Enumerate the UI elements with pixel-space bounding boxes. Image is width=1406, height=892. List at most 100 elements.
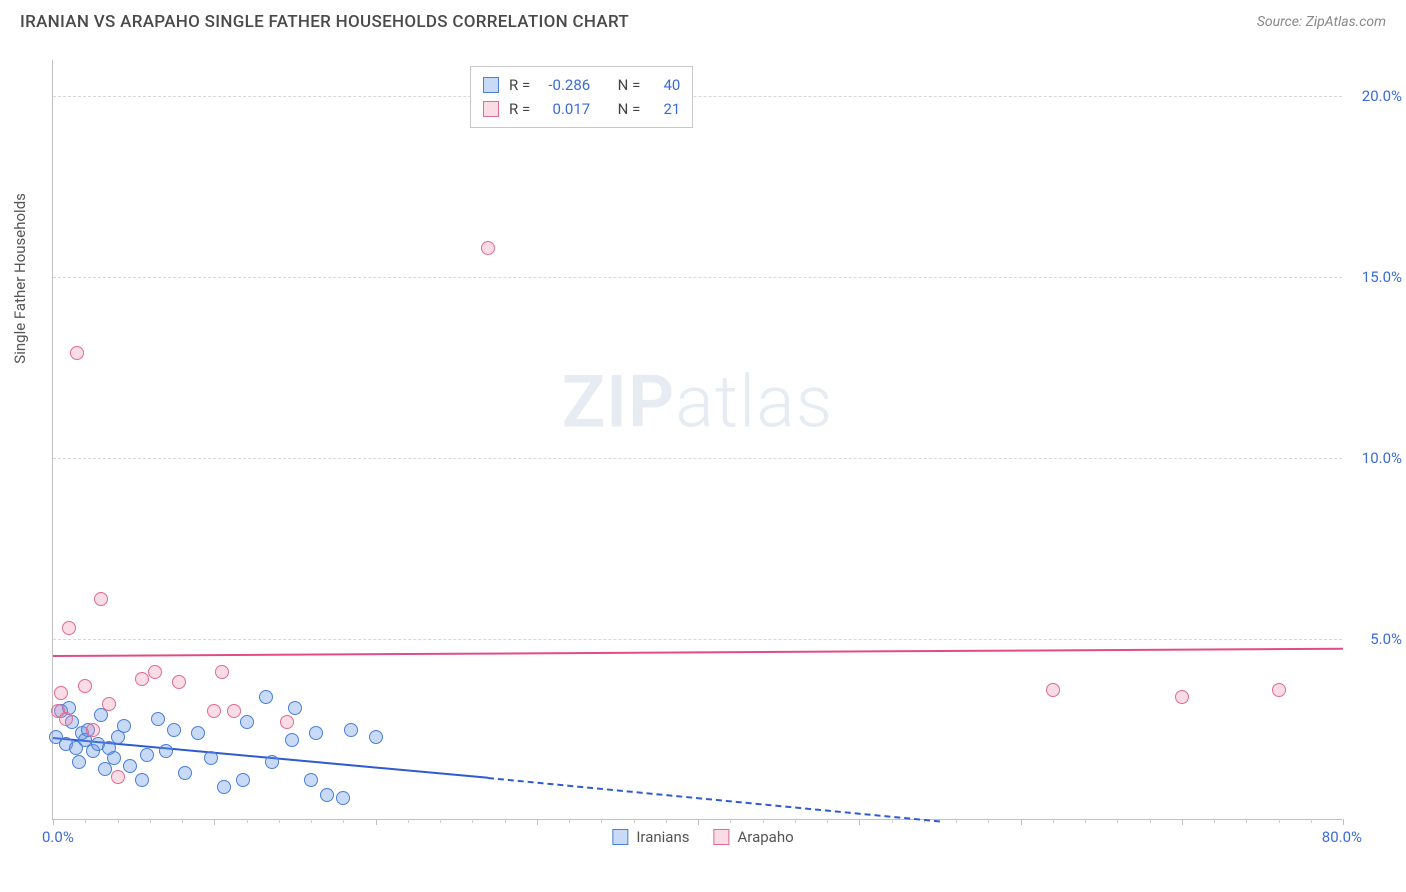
data-point (320, 788, 334, 802)
legend-item: Arapaho (714, 828, 794, 846)
legend-item: Iranians (612, 828, 689, 846)
x-tick (53, 819, 54, 825)
x-minor-tick (1085, 819, 1086, 823)
x-minor-tick (118, 819, 119, 823)
data-point (288, 701, 302, 715)
x-tick (1021, 819, 1022, 825)
data-point (78, 679, 92, 693)
data-point (135, 773, 149, 787)
data-point (236, 773, 250, 787)
y-tick-label: 20.0% (1347, 87, 1402, 105)
x-minor-tick (1214, 819, 1215, 823)
data-point (98, 762, 112, 776)
data-point (1272, 683, 1286, 697)
x-minor-tick (182, 819, 183, 823)
data-point (107, 751, 121, 765)
watermark: ZIPatlas (562, 359, 834, 444)
x-minor-tick (1150, 819, 1151, 823)
data-point (86, 723, 100, 737)
data-point (309, 726, 323, 740)
data-point (148, 665, 162, 679)
x-minor-tick (569, 819, 570, 823)
data-point (111, 770, 125, 784)
x-minor-tick (601, 819, 602, 823)
data-point (1046, 683, 1060, 697)
x-tick (698, 819, 699, 825)
data-point (123, 759, 137, 773)
data-point (54, 686, 68, 700)
gridline (53, 639, 1342, 640)
stat-n-label: N = (618, 97, 641, 121)
data-point (215, 665, 229, 679)
stat-n-value: 40 (650, 73, 680, 97)
stats-legend-row: R = 0.017 N = 21 (483, 97, 680, 121)
x-tick (376, 819, 377, 825)
stats-legend: R = -0.286 N = 40R = 0.017 N = 21 (470, 66, 693, 128)
data-point (102, 697, 116, 711)
x-tick (537, 819, 538, 825)
x-minor-tick (1246, 819, 1247, 823)
x-minor-tick (1117, 819, 1118, 823)
chart-title: IRANIAN VS ARAPAHO SINGLE FATHER HOUSEHO… (20, 12, 629, 32)
x-minor-tick (85, 819, 86, 823)
x-minor-tick (279, 819, 280, 823)
trend-line (53, 648, 1343, 657)
stat-r-label: R = (509, 73, 530, 97)
data-point (70, 346, 84, 360)
data-point (304, 773, 318, 787)
y-tick-label: 5.0% (1347, 630, 1402, 648)
data-point (94, 592, 108, 606)
data-point (481, 241, 495, 255)
data-point (191, 726, 205, 740)
data-point (151, 712, 165, 726)
y-axis-title: Single Father Households (11, 193, 29, 364)
x-minor-tick (892, 819, 893, 823)
data-point (259, 690, 273, 704)
chart-source: Source: ZipAtlas.com (1257, 14, 1386, 30)
x-minor-tick (763, 819, 764, 823)
x-tick (1182, 819, 1183, 825)
x-minor-tick (666, 819, 667, 823)
series-legend: Iranians Arapaho (612, 828, 793, 846)
x-tick (1343, 819, 1344, 825)
stats-legend-row: R =-0.286 N =40 (483, 73, 680, 97)
data-point (336, 791, 350, 805)
stat-r-value: 0.017 (540, 97, 590, 121)
data-point (62, 621, 76, 635)
data-point (240, 715, 254, 729)
x-minor-tick (956, 819, 957, 823)
x-minor-tick (311, 819, 312, 823)
x-minor-tick (408, 819, 409, 823)
x-minor-tick (795, 819, 796, 823)
watermark-bold: ZIP (562, 359, 675, 444)
x-minor-tick (247, 819, 248, 823)
chart-plot-area: ZIPatlas 5.0%10.0%15.0%20.0% (52, 60, 1342, 820)
data-point (285, 733, 299, 747)
data-point (217, 780, 231, 794)
chart-header: IRANIAN VS ARAPAHO SINGLE FATHER HOUSEHO… (0, 0, 1406, 40)
x-minor-tick (150, 819, 151, 823)
stat-n-value: 21 (650, 97, 680, 121)
data-point (117, 719, 131, 733)
x-minor-tick (1053, 819, 1054, 823)
gridline (53, 277, 1342, 278)
x-minor-tick (634, 819, 635, 823)
source-prefix: Source: (1257, 14, 1306, 30)
data-point (280, 715, 294, 729)
x-minor-tick (988, 819, 989, 823)
x-minor-tick (827, 819, 828, 823)
data-point (369, 730, 383, 744)
legend-label: Arapaho (738, 828, 794, 846)
gridline (53, 96, 1342, 97)
stat-r-label: R = (509, 97, 530, 121)
x-minor-tick (440, 819, 441, 823)
legend-swatch (714, 829, 730, 845)
data-point (172, 675, 186, 689)
trend-line-dashed (488, 777, 940, 822)
source-name: ZipAtlas.com (1306, 14, 1386, 30)
data-point (344, 723, 358, 737)
data-point (59, 712, 73, 726)
data-point (265, 755, 279, 769)
stat-r-value: -0.286 (540, 73, 590, 97)
gridline (53, 458, 1342, 459)
